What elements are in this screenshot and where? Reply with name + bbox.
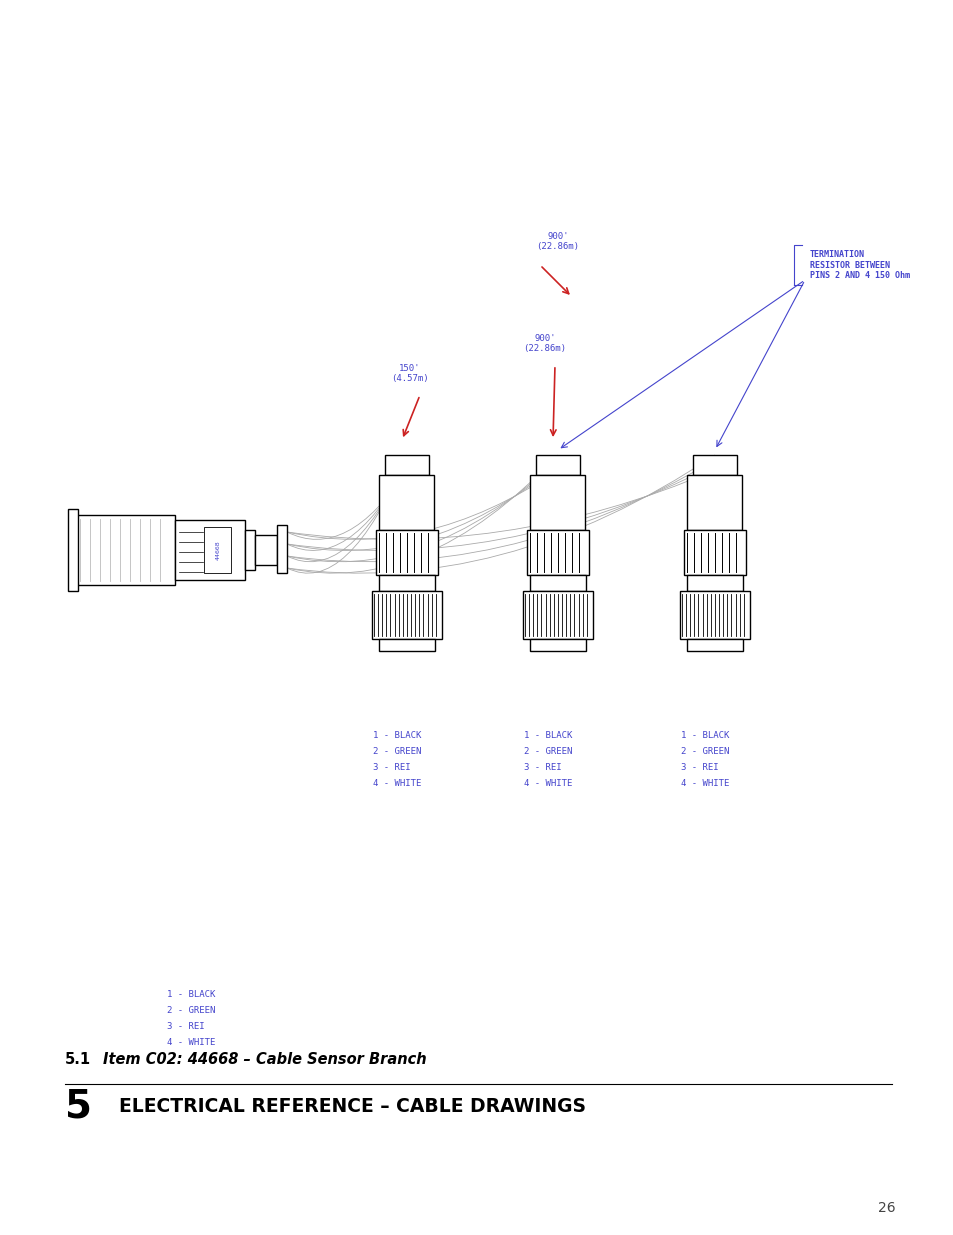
- Bar: [254, 535, 276, 564]
- Text: 3 - REI: 3 - REI: [680, 762, 718, 772]
- Text: 4 - WHITE: 4 - WHITE: [680, 778, 729, 788]
- Text: 150'
(4.57m): 150' (4.57m): [391, 363, 428, 383]
- Text: 2 - GREEN: 2 - GREEN: [523, 746, 572, 756]
- Bar: [174, 520, 245, 580]
- Bar: [526, 530, 588, 576]
- Bar: [385, 454, 429, 475]
- Bar: [204, 527, 231, 573]
- Bar: [530, 576, 585, 592]
- Bar: [536, 454, 579, 475]
- Text: 4 - WHITE: 4 - WHITE: [523, 778, 572, 788]
- Text: 4 - WHITE: 4 - WHITE: [167, 1037, 215, 1047]
- Bar: [68, 509, 78, 592]
- Text: 3 - REI: 3 - REI: [167, 1021, 204, 1031]
- Text: 900'
(22.86m): 900' (22.86m): [523, 333, 566, 353]
- Bar: [686, 576, 742, 592]
- Text: 2 - GREEN: 2 - GREEN: [167, 1005, 215, 1015]
- Bar: [679, 592, 749, 638]
- Text: 44668: 44668: [215, 540, 220, 559]
- Bar: [687, 475, 741, 530]
- Text: 3 - REI: 3 - REI: [373, 762, 410, 772]
- Text: 1 - BLACK: 1 - BLACK: [167, 989, 215, 999]
- Bar: [75, 515, 174, 585]
- Bar: [530, 638, 585, 651]
- Text: TERMINATION
RESISTOR BETWEEN
PINS 2 AND 4 150 Ohm: TERMINATION RESISTOR BETWEEN PINS 2 AND …: [809, 251, 909, 280]
- Text: 1 - BLACK: 1 - BLACK: [680, 730, 729, 740]
- Text: 5: 5: [65, 1088, 91, 1125]
- Bar: [375, 530, 437, 576]
- Text: 26: 26: [878, 1200, 895, 1215]
- Bar: [692, 454, 737, 475]
- Bar: [372, 592, 441, 638]
- Text: 2 - GREEN: 2 - GREEN: [680, 746, 729, 756]
- Bar: [276, 525, 287, 573]
- Bar: [530, 475, 585, 530]
- Bar: [245, 530, 254, 571]
- Text: 5.1: 5.1: [65, 1052, 91, 1067]
- Bar: [378, 576, 435, 592]
- Text: 1 - BLACK: 1 - BLACK: [523, 730, 572, 740]
- Bar: [522, 592, 593, 638]
- Bar: [686, 638, 742, 651]
- Text: 1 - BLACK: 1 - BLACK: [373, 730, 421, 740]
- Text: 900'
(22.86m): 900' (22.86m): [536, 232, 578, 251]
- Text: 4 - WHITE: 4 - WHITE: [373, 778, 421, 788]
- Text: 3 - REI: 3 - REI: [523, 762, 561, 772]
- Text: 2 - GREEN: 2 - GREEN: [373, 746, 421, 756]
- Bar: [683, 530, 745, 576]
- Bar: [378, 638, 435, 651]
- Bar: [379, 475, 434, 530]
- Text: Item C02: 44668 – Cable Sensor Branch: Item C02: 44668 – Cable Sensor Branch: [103, 1052, 426, 1067]
- Text: ELECTRICAL REFERENCE – CABLE DRAWINGS: ELECTRICAL REFERENCE – CABLE DRAWINGS: [119, 1097, 586, 1116]
